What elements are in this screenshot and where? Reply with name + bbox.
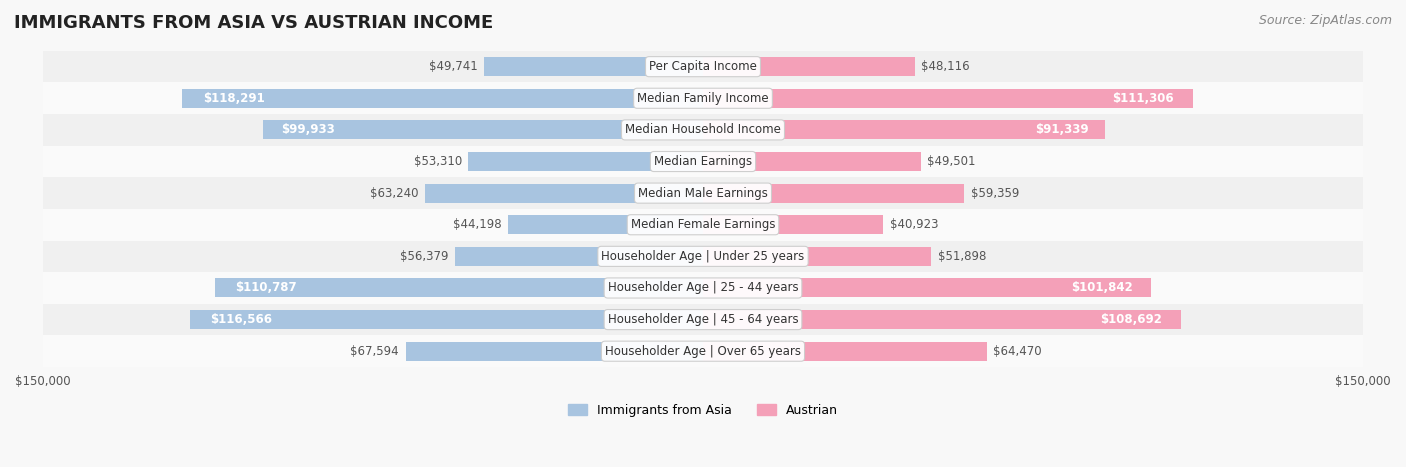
Bar — [42, 209, 1364, 241]
Text: Source: ZipAtlas.com: Source: ZipAtlas.com — [1258, 14, 1392, 27]
Bar — [183, 89, 703, 108]
Text: $49,501: $49,501 — [928, 155, 976, 168]
Bar — [703, 215, 883, 234]
Text: $40,923: $40,923 — [890, 218, 938, 231]
Text: $64,470: $64,470 — [994, 345, 1042, 358]
Bar — [42, 241, 1364, 272]
Bar — [703, 342, 987, 361]
Bar — [405, 342, 703, 361]
Text: $116,566: $116,566 — [211, 313, 273, 326]
Text: $53,310: $53,310 — [413, 155, 461, 168]
Bar — [42, 114, 1364, 146]
Text: $91,339: $91,339 — [1035, 123, 1088, 136]
Bar — [42, 83, 1364, 114]
Bar — [468, 152, 703, 171]
Text: Householder Age | Under 25 years: Householder Age | Under 25 years — [602, 250, 804, 263]
Text: $108,692: $108,692 — [1101, 313, 1163, 326]
Text: $48,116: $48,116 — [921, 60, 970, 73]
Text: Median Male Earnings: Median Male Earnings — [638, 187, 768, 199]
Text: Median Female Earnings: Median Female Earnings — [631, 218, 775, 231]
Text: $99,933: $99,933 — [281, 123, 335, 136]
Bar — [703, 278, 1152, 297]
Bar — [215, 278, 703, 297]
Text: Householder Age | Over 65 years: Householder Age | Over 65 years — [605, 345, 801, 358]
Text: $101,842: $101,842 — [1071, 282, 1133, 295]
Bar — [42, 177, 1364, 209]
Bar — [42, 51, 1364, 83]
Bar — [263, 120, 703, 139]
Legend: Immigrants from Asia, Austrian: Immigrants from Asia, Austrian — [564, 399, 842, 422]
Bar — [703, 152, 921, 171]
Text: $44,198: $44,198 — [453, 218, 502, 231]
Bar — [703, 310, 1181, 329]
Bar — [42, 304, 1364, 335]
Bar — [42, 272, 1364, 304]
Text: Median Earnings: Median Earnings — [654, 155, 752, 168]
Text: $59,359: $59,359 — [972, 187, 1019, 199]
Text: IMMIGRANTS FROM ASIA VS AUSTRIAN INCOME: IMMIGRANTS FROM ASIA VS AUSTRIAN INCOME — [14, 14, 494, 32]
Bar — [425, 184, 703, 203]
Text: $110,787: $110,787 — [235, 282, 297, 295]
Text: Per Capita Income: Per Capita Income — [650, 60, 756, 73]
Bar — [509, 215, 703, 234]
Text: $111,306: $111,306 — [1112, 92, 1173, 105]
Text: $63,240: $63,240 — [370, 187, 418, 199]
Text: Householder Age | 25 - 44 years: Householder Age | 25 - 44 years — [607, 282, 799, 295]
Bar — [42, 335, 1364, 367]
Bar — [703, 120, 1105, 139]
Text: Median Household Income: Median Household Income — [626, 123, 780, 136]
Text: $51,898: $51,898 — [938, 250, 987, 263]
Text: Householder Age | 45 - 64 years: Householder Age | 45 - 64 years — [607, 313, 799, 326]
Bar — [703, 89, 1192, 108]
Bar — [42, 146, 1364, 177]
Bar — [484, 57, 703, 76]
Text: $49,741: $49,741 — [429, 60, 478, 73]
Bar — [456, 247, 703, 266]
Bar — [703, 184, 965, 203]
Bar — [703, 247, 931, 266]
Bar — [190, 310, 703, 329]
Bar — [703, 57, 915, 76]
Text: $118,291: $118,291 — [204, 92, 264, 105]
Text: Median Family Income: Median Family Income — [637, 92, 769, 105]
Text: $67,594: $67,594 — [350, 345, 399, 358]
Text: $56,379: $56,379 — [399, 250, 449, 263]
